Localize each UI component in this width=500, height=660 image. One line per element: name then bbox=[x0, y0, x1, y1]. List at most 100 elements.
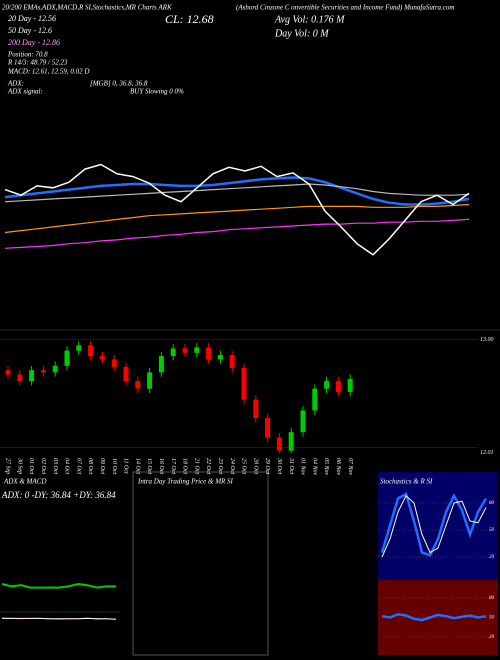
y-tick-label: 20 bbox=[489, 635, 495, 640]
x-tick-label: 08 Oct bbox=[87, 458, 93, 474]
intraday-panel bbox=[132, 471, 269, 656]
x-tick-label: 01 Oct bbox=[28, 458, 34, 474]
x-tick-label: 07 Nov bbox=[347, 458, 353, 476]
x-tick-label: 30 Oct bbox=[276, 457, 282, 474]
candle-body bbox=[147, 372, 153, 389]
ma-line bbox=[4, 176, 470, 206]
x-tick-label: 17 Oct bbox=[170, 458, 176, 474]
candle-body bbox=[194, 347, 200, 353]
x-tick-label: 16 Oct bbox=[158, 458, 164, 474]
x-tick-label: 11 Oct bbox=[123, 458, 129, 474]
indicator-line bbox=[380, 492, 488, 557]
candle-body bbox=[40, 370, 46, 373]
candle-body bbox=[17, 374, 23, 382]
x-tick-label: 03 Oct bbox=[52, 458, 58, 474]
x-tick-label: 18 Oct bbox=[182, 458, 188, 474]
candle-body bbox=[265, 418, 271, 438]
header-text: ADX signal: bbox=[7, 88, 43, 96]
intraday-title: Intra Day Trading Price & MR SI bbox=[137, 478, 234, 486]
candle-body bbox=[158, 356, 164, 373]
candle-body bbox=[347, 378, 353, 392]
header-text: CL: 12.68 bbox=[165, 12, 214, 26]
candle-body bbox=[335, 381, 341, 392]
candle-body bbox=[288, 432, 294, 451]
x-tick-label: 02 Oct bbox=[40, 458, 46, 474]
y-tick-label: 80 bbox=[489, 501, 495, 506]
candle-body bbox=[276, 437, 282, 451]
candle-body bbox=[5, 370, 11, 375]
candle-body bbox=[76, 345, 82, 351]
x-tick-label: 01 Nov bbox=[300, 458, 306, 476]
x-tick-label: 24 Oct bbox=[229, 458, 236, 474]
candle-body bbox=[241, 368, 247, 400]
candle-body bbox=[135, 381, 141, 389]
candle-body bbox=[217, 355, 223, 360]
ma-line bbox=[4, 203, 470, 234]
x-tick-label: 29 Oct bbox=[264, 458, 270, 474]
candle-body bbox=[324, 381, 330, 389]
stochastic-title: Stochastics & R SI bbox=[380, 478, 433, 486]
header-text: Day Vol: 0 M bbox=[274, 28, 329, 39]
adx-values: ADX: 0 -DY: 36.84 +DY: 36.84 bbox=[1, 490, 116, 500]
candle-body bbox=[253, 399, 259, 419]
y-tick-label: 50 bbox=[489, 616, 495, 621]
adx-line bbox=[1, 582, 116, 589]
adx-title: ADX & MACD bbox=[3, 478, 46, 486]
x-tick-label: 10 Oct bbox=[111, 458, 117, 474]
y-tick-label: 20 bbox=[489, 555, 495, 560]
candle-body bbox=[29, 370, 35, 382]
candle-body bbox=[170, 348, 176, 357]
candle-body bbox=[206, 347, 212, 360]
macd-line bbox=[2, 617, 117, 620]
indicator-line bbox=[381, 494, 487, 558]
x-tick-label: 04 Nov bbox=[311, 458, 318, 476]
header-text: 50 Day - 12.6 bbox=[8, 26, 52, 35]
indicator-line bbox=[381, 613, 487, 622]
header-text: BUY Slowing 0 0% bbox=[130, 88, 184, 96]
candle-body bbox=[99, 356, 105, 360]
y-tick-label: 80 bbox=[489, 596, 495, 601]
x-tick-label: 31 Oct bbox=[288, 457, 294, 474]
candle-body bbox=[300, 410, 306, 433]
x-tick-label: 22 Oct bbox=[205, 458, 211, 474]
header-text: MACD: 12.61, 12.59, 0.02 D bbox=[7, 68, 89, 76]
candle-body bbox=[123, 366, 129, 382]
x-tick-label: 14 Oct bbox=[134, 458, 141, 474]
candle-body bbox=[111, 359, 117, 367]
candle-body bbox=[312, 388, 318, 411]
y-tick-label: 12.01 bbox=[480, 450, 494, 456]
x-tick-label: 05 Nov bbox=[323, 458, 329, 476]
x-tick-label: 07 Oct bbox=[75, 458, 81, 474]
header-text: R 14/3: 48.79 / 52.23 bbox=[7, 59, 68, 67]
candle-body bbox=[88, 345, 94, 357]
x-tick-label: 04 Oct bbox=[64, 458, 71, 474]
x-tick-label: 21 Oct bbox=[193, 458, 199, 474]
x-tick-label: 30 Sep bbox=[16, 457, 22, 474]
y-tick-label: 50 bbox=[489, 528, 495, 533]
x-tick-label: 23 Oct bbox=[217, 458, 223, 474]
candle-body bbox=[52, 365, 58, 373]
x-tick-label: 28 Oct bbox=[252, 458, 258, 474]
stochastic-panel bbox=[378, 472, 498, 580]
x-tick-label: 09 Oct bbox=[99, 458, 105, 474]
header-text: Position: 70.8 bbox=[7, 51, 48, 59]
x-tick-label: 15 Oct bbox=[146, 458, 152, 474]
ma-line bbox=[4, 183, 470, 203]
header-text: [MGB] 0, 36.8, 36.8 bbox=[90, 80, 148, 88]
ma-line bbox=[4, 218, 470, 249]
y-tick-label: 13.00 bbox=[480, 337, 494, 343]
candle-body bbox=[229, 355, 235, 369]
x-tick-label: 25 Oct bbox=[241, 458, 247, 474]
candle-body bbox=[182, 348, 188, 353]
header-text: Avg Vol: 0.176 M bbox=[274, 14, 345, 25]
header-text: ADX: bbox=[7, 80, 24, 88]
x-tick-label: 06 Nov bbox=[335, 458, 341, 476]
header-text: 200 Day - 12.86 bbox=[8, 38, 60, 47]
header-text: 20/200 EMAs,ADX,MACD,R SI,Stochastics,MR… bbox=[2, 4, 172, 12]
header-text: 20 Day - 12.56 bbox=[8, 14, 56, 23]
header-text: (Ashord Cinzone C onvertible Securities … bbox=[236, 4, 454, 12]
candle-body bbox=[64, 350, 70, 366]
price-line bbox=[4, 163, 470, 256]
x-tick-label: 27 Sep bbox=[5, 458, 11, 474]
